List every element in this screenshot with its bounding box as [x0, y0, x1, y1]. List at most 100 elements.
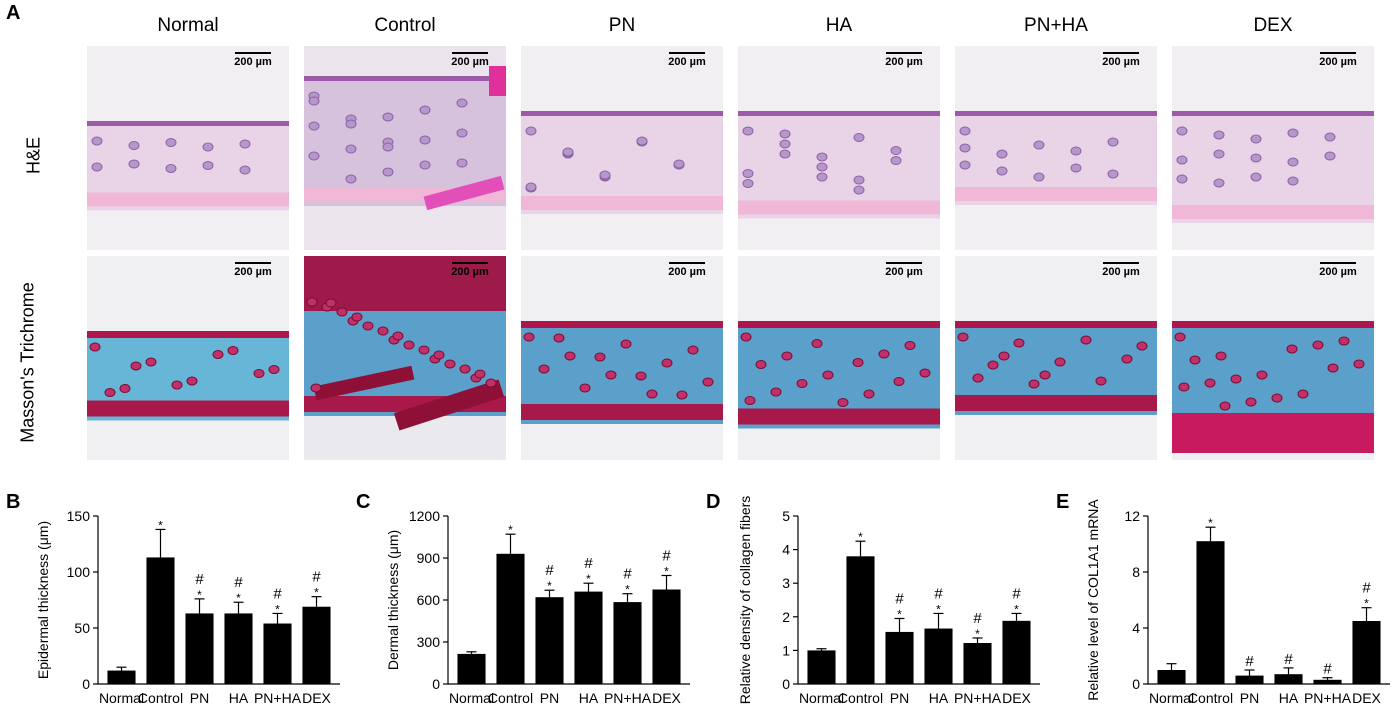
y-tick-label: 3 — [782, 575, 790, 591]
he-tile-5: 200 µm — [1172, 46, 1374, 250]
significance-mark: # — [623, 566, 632, 583]
significance-mark: * — [275, 602, 280, 616]
panel-letter: D — [706, 491, 720, 513]
bar-Normal — [457, 653, 486, 684]
bar-PN — [185, 613, 214, 684]
x-tick-label: PN — [1240, 690, 1259, 706]
significance-mark: # — [234, 574, 243, 591]
significance-mark: * — [586, 572, 591, 586]
x-tick-label: Control — [138, 690, 183, 706]
bar-HA — [224, 613, 253, 684]
x-tick-label: HA — [229, 690, 249, 706]
bar-Normal — [807, 650, 836, 684]
significance-mark: * — [897, 607, 902, 621]
bar-HA — [1274, 674, 1303, 684]
significance-mark: # — [1362, 580, 1371, 597]
y-axis-label: Relative level of COL1A1 mRNA — [1085, 499, 1101, 701]
significance-mark: * — [664, 565, 669, 579]
x-tick-label: Control — [838, 690, 883, 706]
y-axis-label: Dermal thickness (μm) — [385, 530, 401, 670]
significance-mark: # — [1012, 585, 1021, 602]
x-tick-label: PN+HA — [604, 690, 652, 706]
x-tick-label: HA — [929, 690, 949, 706]
column-label-3: HA — [825, 15, 853, 36]
significance-mark: # — [584, 555, 593, 572]
significance-mark: * — [508, 523, 513, 537]
x-tick-label: DEX — [1352, 690, 1381, 706]
scale-bar: 200 µm — [882, 52, 926, 68]
x-tick-label: Normal — [449, 690, 494, 706]
significance-mark: # — [895, 590, 904, 607]
bar-PN+HA — [263, 623, 292, 684]
significance-mark: * — [314, 586, 319, 600]
significance-mark: * — [158, 518, 163, 532]
masson-tile-2: 200 µm — [521, 256, 723, 460]
panel-a-letter: A — [6, 2, 21, 24]
bar-Normal — [1157, 670, 1186, 684]
significance-mark: # — [312, 569, 321, 586]
significance-mark: * — [936, 602, 941, 616]
y-tick-label: 2 — [782, 609, 790, 625]
significance-mark: * — [1364, 597, 1369, 611]
y-axis-label: Epidermal thickness (μm) — [35, 521, 51, 679]
y-tick-label: 50 — [74, 620, 90, 636]
masson-tile-1: 200 µm — [304, 256, 506, 460]
scale-bar: 200 µm — [1099, 262, 1143, 278]
bar-PN+HA — [1313, 679, 1342, 684]
significance-mark: # — [195, 571, 204, 588]
x-tick-label: PN+HA — [254, 690, 302, 706]
scale-bar: 200 µm — [665, 52, 709, 68]
y-tick-label: 0 — [782, 676, 790, 692]
panel-letter: C — [356, 491, 370, 513]
scale-bar: 200 µm — [448, 52, 492, 68]
y-tick-label: 12 — [1124, 508, 1140, 524]
masson-tile-4: 200 µm — [955, 256, 1157, 460]
significance-mark: * — [547, 579, 552, 593]
he-tile-3: 200 µm — [738, 46, 940, 250]
scale-bar: 200 µm — [448, 262, 492, 278]
bar-Control — [846, 556, 875, 684]
x-tick-label: HA — [579, 690, 599, 706]
column-label-2: PN — [608, 15, 636, 36]
x-tick-label: Control — [1188, 690, 1233, 706]
x-tick-label: Normal — [99, 690, 144, 706]
y-tick-label: 150 — [67, 508, 91, 524]
bar-PN — [885, 631, 914, 684]
significance-mark: * — [236, 591, 241, 605]
scale-bar: 200 µm — [1316, 52, 1360, 68]
significance-mark: * — [975, 627, 980, 641]
y-tick-label: 1200 — [409, 508, 440, 524]
y-tick-label: 100 — [67, 564, 91, 580]
bar-HA — [924, 628, 953, 684]
y-tick-label: 0 — [432, 676, 440, 692]
scale-bar: 200 µm — [1316, 262, 1360, 278]
scale-bar: 200 µm — [231, 262, 275, 278]
x-tick-label: PN+HA — [1304, 690, 1352, 706]
he-tile-2: 200 µm — [521, 46, 723, 250]
y-tick-label: 5 — [782, 508, 790, 524]
x-tick-label: DEX — [1002, 690, 1031, 706]
x-tick-label: DEX — [302, 690, 331, 706]
bar-PN+HA — [963, 643, 992, 684]
bar-PN+HA — [613, 602, 642, 684]
bar-Control — [146, 557, 175, 684]
bar-PN — [1235, 675, 1264, 684]
significance-mark: # — [273, 585, 282, 602]
x-tick-label: PN — [890, 690, 909, 706]
y-tick-label: 1 — [782, 642, 790, 658]
masson-tile-5: 200 µm — [1172, 256, 1374, 460]
row-label-he: H&E — [23, 137, 44, 175]
column-label-0: Normal — [157, 15, 219, 36]
y-axis-label: Relative density of collagen fibers — [737, 496, 753, 705]
bar-HA — [574, 591, 603, 684]
significance-mark: # — [1245, 653, 1254, 670]
x-tick-label: PN — [190, 690, 209, 706]
panel-letter: E — [1056, 491, 1069, 513]
bar-Control — [1196, 541, 1225, 684]
x-tick-label: DEX — [652, 690, 681, 706]
x-tick-label: Normal — [1149, 690, 1194, 706]
chart-c: C 0 300 600 900 1200 Dermal thickness (μm) Norm… — [350, 478, 700, 713]
masson-tile-3: 200 µm — [738, 256, 940, 460]
significance-mark: # — [934, 585, 943, 602]
x-tick-label: Control — [488, 690, 533, 706]
